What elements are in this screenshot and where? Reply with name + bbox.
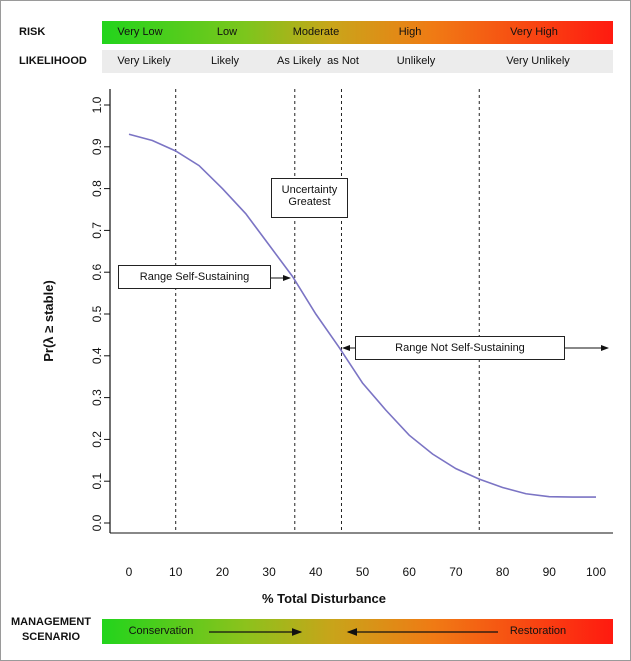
y-tick-label: 0.6 [90, 264, 104, 281]
x-tick-label: 50 [356, 565, 370, 579]
risk-level: Very Low [117, 26, 163, 38]
risk-level: Low [216, 26, 238, 38]
risk-level: Moderate [292, 26, 340, 38]
x-tick-label: 20 [216, 565, 230, 579]
x-tick-label: 0 [126, 565, 133, 579]
likelihood-level: Very Unlikely [506, 55, 570, 67]
x-tick-label: 40 [309, 565, 323, 579]
risk-label: RISK [19, 26, 46, 38]
x-tick-label: 90 [543, 565, 557, 579]
likelihood-label: LIKELIHOOD [19, 55, 87, 67]
x-tick-label: 80 [496, 565, 510, 579]
series-line [128, 133, 596, 498]
risk-level: High [398, 26, 422, 38]
conservation-label: Conservation [128, 625, 194, 637]
management-label: MANAGEMENT SCENARIO [5, 615, 97, 645]
risk-level: Very High [510, 26, 558, 38]
y-tick-label: 0.7 [90, 222, 104, 239]
management-label-line2: SCENARIO [21, 631, 81, 643]
y-tick-label: 0.3 [90, 389, 104, 406]
x-axis-title: % Total Disturbance [262, 591, 386, 606]
risk-bar: Very Low Low Moderate High Very High [102, 21, 613, 44]
restoration-label: Restoration [509, 625, 567, 637]
y-axis-title: Pr(λ ≥ stable) [41, 280, 56, 362]
y-tick-label: 0.9 [90, 138, 104, 155]
y-tick-label: 0.0 [90, 514, 104, 531]
likelihood-bar: Very Likely Likely As Likely as Not Unli… [102, 50, 613, 73]
y-tick-label: 0.1 [90, 473, 104, 490]
y-tick-label: 1.0 [90, 96, 104, 113]
likelihood-level: Very Likely [117, 55, 171, 67]
not-self-sustaining-annotation: Range Not Self-Sustaining [355, 336, 565, 360]
likelihood-level: Unlikely [396, 55, 436, 67]
y-tick-label: 0.8 [90, 180, 104, 197]
x-tick-label: 60 [403, 565, 417, 579]
likelihood-level: As Likely as Not [277, 55, 359, 67]
uncertainty-annotation: Uncertainty Greatest [271, 178, 348, 218]
x-tick-label: 100 [586, 565, 606, 579]
likelihood-level: Likely [210, 55, 240, 67]
x-tick-label: 10 [169, 565, 183, 579]
x-tick-label: 30 [262, 565, 276, 579]
y-tick-label: 0.4 [90, 347, 104, 364]
y-tick-label: 0.2 [90, 431, 104, 448]
management-bar: Conservation Restoration [102, 619, 613, 644]
x-tick-label: 70 [449, 565, 463, 579]
self-sustaining-annotation: Range Self-Sustaining [118, 265, 271, 289]
y-tick-label: 0.5 [90, 305, 104, 322]
management-label-line1: MANAGEMENT [10, 616, 92, 628]
